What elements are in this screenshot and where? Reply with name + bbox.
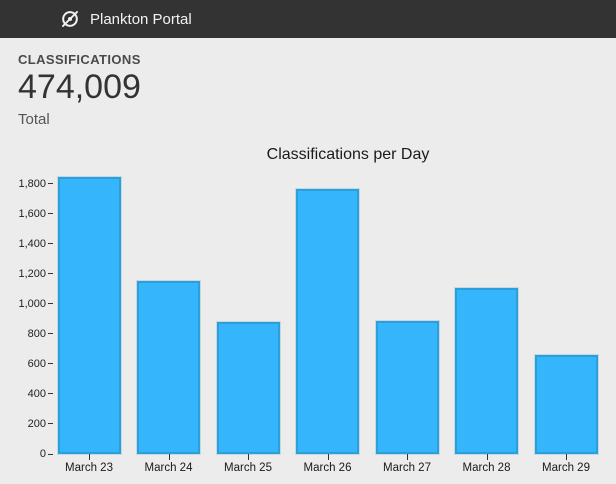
y-axis-tick-label: 800	[27, 327, 46, 340]
chart-section: Classifications per Day 0 200 400 600 800 1,0…	[0, 138, 616, 484]
classifications-count: 474,009	[18, 68, 141, 106]
bar-march-23[interactable]	[57, 177, 121, 454]
y-axis-tick-label: 1,000	[18, 297, 46, 310]
y-axis-tick-mark	[48, 183, 53, 185]
y-axis-tick-mark	[48, 423, 53, 425]
y-axis-tick-label: 1,600	[18, 207, 46, 220]
classifications-total-label: Total	[18, 110, 50, 128]
x-axis-label: March 28	[462, 462, 511, 474]
y-axis-tick-mark	[48, 333, 53, 335]
app-title: Plankton Portal	[90, 10, 192, 28]
brand[interactable]: Plankton Portal	[60, 9, 192, 29]
y-axis-tick-label: 1,400	[18, 237, 46, 250]
y-axis-tick-mark	[48, 213, 53, 215]
y-axis-tick-label: 600	[27, 357, 46, 370]
y-axis-tick-mark	[48, 363, 53, 365]
x-axis-label: March 24	[144, 462, 193, 474]
bar-march-25[interactable]	[216, 322, 280, 454]
x-axis-label: March 25	[224, 462, 272, 474]
y-axis-tick-mark	[48, 243, 53, 245]
y-axis-tick-label: 1,800	[18, 177, 46, 190]
bar-march-24[interactable]	[137, 281, 200, 454]
stats-section: CLASSIFICATIONS 474,009 Total	[18, 52, 141, 128]
chart-title: Classifications per Day	[266, 146, 430, 163]
x-axis-label: March 27	[383, 462, 431, 474]
y-axis-tick-label: 1,200	[18, 267, 46, 280]
bar-march-29[interactable]	[534, 355, 598, 454]
y-axis-tick-label: 0	[39, 448, 46, 460]
x-axis-tick-mark	[168, 454, 170, 460]
x-axis-label: March 23	[65, 462, 113, 474]
zooniverse-logo-icon	[62, 11, 79, 28]
y-axis-tick-mark	[48, 393, 53, 395]
bar-march-28[interactable]	[455, 288, 518, 454]
y-axis-tick-label: 400	[27, 387, 46, 400]
x-axis-tick-mark	[566, 454, 567, 460]
bar-march-26[interactable]	[296, 189, 359, 454]
y-axis-tick-mark	[48, 273, 53, 275]
x-axis-tick-mark	[327, 454, 329, 460]
y-axis-tick-mark	[48, 303, 53, 305]
y-axis-tick-mark	[48, 453, 53, 455]
bar-march-27[interactable]	[375, 321, 439, 454]
y-axis-tick-label: 200	[27, 417, 46, 430]
x-axis-label: March 26	[303, 462, 352, 474]
x-axis-label: March 29	[542, 462, 590, 474]
x-axis-tick-mark	[407, 454, 408, 460]
app-header: Plankton Portal	[0, 0, 616, 38]
x-axis-tick-mark	[486, 454, 488, 460]
classifications-label: CLASSIFICATIONS	[18, 52, 141, 67]
x-axis-tick-mark	[89, 454, 90, 460]
x-axis-tick-mark	[248, 454, 249, 460]
